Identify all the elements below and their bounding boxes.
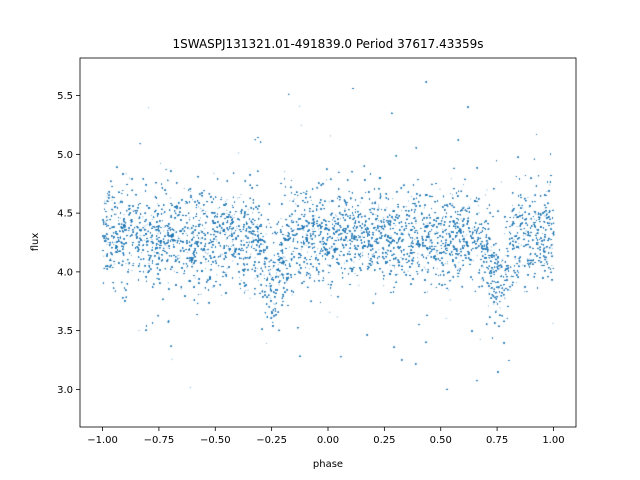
x-tick-label: 0.50 [430, 435, 452, 446]
y-tick-label: 5.0 [57, 150, 73, 161]
x-tick-label: −0.25 [256, 435, 287, 446]
y-tick-label: 3.0 [57, 385, 73, 396]
x-axis-label: phase [313, 459, 343, 470]
x-tick-label: −1.00 [87, 435, 118, 446]
y-tick-label: 3.5 [57, 326, 73, 337]
y-tick-label: 5.5 [57, 91, 73, 102]
x-tick-label: 1.00 [542, 435, 564, 446]
x-tick-label: −0.75 [144, 435, 175, 446]
x-tick-label: 0.00 [317, 435, 339, 446]
y-axis-label: flux [30, 233, 41, 252]
plot-area [80, 58, 576, 427]
scatter-canvas [80, 58, 576, 427]
chart-title: 1SWASPJ131321.01-491839.0 Period 37617.4… [172, 37, 483, 51]
x-tick-label: −0.50 [200, 435, 231, 446]
scatter-canvas-container [80, 58, 576, 427]
x-tick-label: 0.25 [373, 435, 395, 446]
y-axis: 3.0 3.5 4.0 4.5 5.0 5.5 [57, 91, 80, 396]
y-tick-label: 4.0 [57, 267, 73, 278]
y-tick-label: 4.5 [57, 209, 73, 220]
x-axis: −1.00 −0.75 −0.50 −0.25 0.00 0.25 0.50 0.75 1.00 [87, 427, 565, 446]
x-tick-label: 0.75 [486, 435, 508, 446]
